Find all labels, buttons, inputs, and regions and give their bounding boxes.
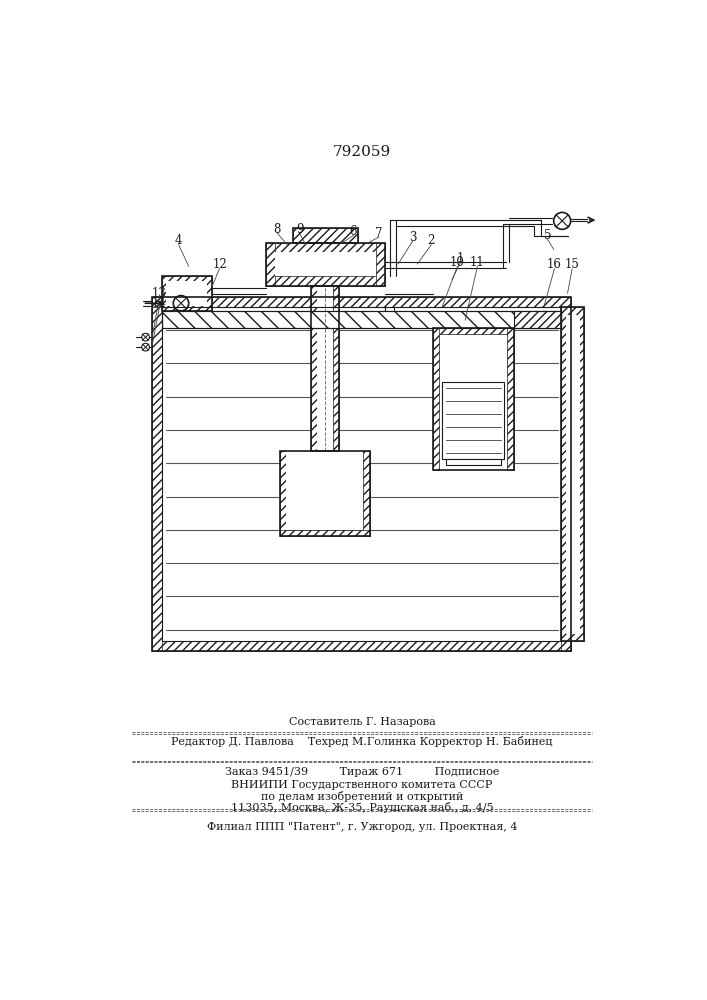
Bar xyxy=(152,297,162,651)
Bar xyxy=(162,307,561,641)
Bar xyxy=(162,311,561,328)
Text: Составитель Г. Назарова: Составитель Г. Назарова xyxy=(288,717,436,727)
Bar xyxy=(311,286,317,451)
Bar xyxy=(266,243,385,252)
Text: 8: 8 xyxy=(274,223,281,236)
Bar xyxy=(514,311,561,328)
Text: Редактор Д. Павлова    Техред М.Голинка Корректор Н. Бабинец: Редактор Д. Павлова Техред М.Голинка Кор… xyxy=(171,736,553,747)
Text: 16: 16 xyxy=(547,258,562,271)
Bar xyxy=(433,328,514,334)
Bar xyxy=(433,328,439,470)
Bar xyxy=(162,307,561,641)
Text: 7: 7 xyxy=(375,227,382,240)
Text: по делам изобретений и открытий: по делам изобретений и открытий xyxy=(261,791,463,802)
Circle shape xyxy=(141,343,149,351)
Bar xyxy=(266,276,385,286)
Circle shape xyxy=(554,212,571,229)
Bar xyxy=(162,276,212,311)
Circle shape xyxy=(173,296,189,311)
Text: 3: 3 xyxy=(409,231,416,244)
Text: Филиал ППП "Патент", г. Ужгород, ул. Проектная, 4: Филиал ППП "Патент", г. Ужгород, ул. Про… xyxy=(206,822,518,832)
Text: Заказ 9451/39         Тираж 671         Подписное: Заказ 9451/39 Тираж 671 Подписное xyxy=(225,767,499,777)
Bar xyxy=(152,641,571,651)
Text: 9: 9 xyxy=(296,223,303,236)
Text: ВНИИПИ Государственного комитета СССР: ВНИИПИ Государственного комитета СССР xyxy=(231,780,493,790)
Bar xyxy=(561,307,585,641)
Text: 5: 5 xyxy=(544,229,551,242)
Bar xyxy=(508,328,514,470)
Text: 10: 10 xyxy=(450,256,465,269)
Bar xyxy=(166,281,207,306)
Bar xyxy=(561,307,585,641)
Bar xyxy=(442,382,504,459)
Bar xyxy=(311,286,339,451)
Bar xyxy=(286,451,363,530)
Bar xyxy=(363,451,370,536)
Text: 792059: 792059 xyxy=(333,145,391,159)
Bar xyxy=(446,459,501,465)
Text: 1: 1 xyxy=(457,252,464,265)
Bar xyxy=(281,451,370,536)
Bar xyxy=(281,451,286,536)
Text: 4: 4 xyxy=(175,234,182,247)
Bar xyxy=(152,297,571,307)
Text: 14: 14 xyxy=(152,297,167,310)
Text: 13: 13 xyxy=(152,287,167,300)
Bar xyxy=(433,328,514,470)
Bar xyxy=(561,297,571,651)
Text: 15: 15 xyxy=(565,258,580,271)
Bar xyxy=(152,297,571,651)
Bar xyxy=(446,459,501,465)
Bar xyxy=(266,243,275,286)
Bar xyxy=(266,243,385,286)
Bar xyxy=(281,530,370,536)
Bar xyxy=(275,252,376,276)
Bar xyxy=(566,315,580,634)
Bar xyxy=(162,311,561,328)
Bar xyxy=(439,334,508,470)
Circle shape xyxy=(141,333,149,341)
Text: 113035, Москва, Ж-35, Раушская наб., д. 4/5: 113035, Москва, Ж-35, Раушская наб., д. … xyxy=(230,802,493,813)
Bar xyxy=(514,311,561,328)
Text: 2: 2 xyxy=(428,234,435,247)
Bar xyxy=(293,228,358,243)
Text: 6: 6 xyxy=(350,225,357,238)
Text: 11: 11 xyxy=(470,256,485,269)
Text: 12: 12 xyxy=(212,258,227,271)
Bar xyxy=(162,276,212,311)
Bar xyxy=(376,243,385,286)
Bar xyxy=(293,228,358,243)
Bar xyxy=(334,286,339,451)
Bar xyxy=(317,286,334,451)
